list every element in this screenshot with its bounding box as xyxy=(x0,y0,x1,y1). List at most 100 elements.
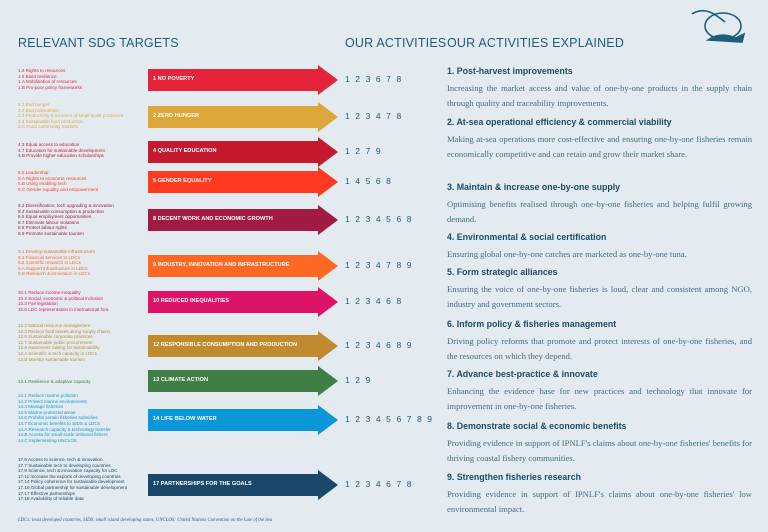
goal-label: 8 DECENT WORK AND ECONOMIC GROWTH xyxy=(153,216,273,222)
goal-arrow xyxy=(148,405,338,435)
target-list: 12.2 Natural resource management 12.3 Red… xyxy=(18,323,146,362)
target: 12.A Scientific & tech capacity in LDCs xyxy=(18,350,97,356)
activity-item: 6. Inform policy & fisheries management D… xyxy=(447,319,752,363)
goal-label: 4 QUALITY EDUCATION xyxy=(153,148,217,154)
target: 5.A Rights to economic resources xyxy=(18,175,87,181)
target: 14.5 Marine protected areas xyxy=(18,409,76,415)
target: 14.C Implementing UNCLOS xyxy=(18,437,77,443)
activity-body: Driving policy reforms that promote and … xyxy=(447,336,752,361)
activity-numbers: 1 2 3 4 7 8 9 xyxy=(345,260,414,270)
activity-numbers: 1 2 3 4 6 8 xyxy=(345,296,403,306)
activity-item: 7. Advance best-practice & innovate Enhan… xyxy=(447,369,752,413)
target: 9.3 Financial services to LDCs xyxy=(18,254,81,260)
activity-title: 7. Advance best-practice & innovate xyxy=(447,369,598,379)
activity-item: 9. Strengthen fisheries research Providin… xyxy=(447,472,752,516)
target: 9.1 Develop sustainable infrastructure xyxy=(18,249,96,254)
target: 12.2 Natural resource management xyxy=(18,323,91,328)
target: 1.B Pro-poor policy frameworks xyxy=(18,84,83,90)
target-list: 1.4 Rights to resources 1.5 Build resilie… xyxy=(18,68,146,90)
target: 14.7 Economic benefits to SIDS & LDCs xyxy=(18,420,100,426)
activity-item: 3. Maintain & increase one-by-one supply… xyxy=(447,182,752,226)
logo xyxy=(691,9,746,43)
activity-numbers: 1 2 3 4 6 8 9 xyxy=(345,340,414,350)
target: 17.14 Policy coherence for sustainable d… xyxy=(18,479,125,485)
goal-label: 14 LIFE BELOW WATER xyxy=(153,416,217,422)
target: 9.5 Scientific research in LDCs xyxy=(18,260,81,266)
activity-body: Ensuring the voice of one-by-one fisheri… xyxy=(447,284,752,309)
goal-arrow xyxy=(148,102,338,132)
activity-body: Providing evidence in support of IPNLF's… xyxy=(447,489,752,514)
target: 17.8 Science, tech & innovation capacity… xyxy=(18,468,118,474)
activities-title: OUR ACTIVITIES xyxy=(345,36,447,50)
goal-arrow xyxy=(148,137,338,167)
target: 2.C Food commodity markets xyxy=(18,124,78,130)
target: 12.6 Sustainable corporate practices xyxy=(18,334,93,340)
target: 4.B Provide higher education scholarship… xyxy=(18,153,104,159)
activity-title: 5. Form strategic alliances xyxy=(447,267,558,277)
activity-body: Making at-sea operations more cost-effec… xyxy=(447,134,752,159)
target: 14.1 Reduce marine pollution xyxy=(18,393,78,398)
target-list: 5.5 Leadership 5.A Rights to economic res… xyxy=(18,170,146,192)
target: 10.6 LDC representation in international… xyxy=(18,306,109,312)
target: 8.8 Protect labour rights xyxy=(18,225,67,231)
target: 17.16 Global partnership for sustainable… xyxy=(18,484,128,490)
activity-body: Providing evidence in support of IPNLF's… xyxy=(447,438,753,463)
target: 10.3 Fair legislation xyxy=(18,301,58,307)
footnote: LDCs: least developed countries, SIDS: s… xyxy=(18,518,273,523)
goal-label: 10 REDUCED INEQUALITIES xyxy=(153,298,230,304)
target-list: 14.1 Reduce marine pollution 14.2 Protect… xyxy=(18,393,146,443)
goal-label: 2 ZERO HUNGER xyxy=(153,113,199,119)
goal-arrow xyxy=(148,167,338,197)
target-list: 9.1 Develop sustainable infrastructure 9.… xyxy=(18,249,146,277)
activity-item: 1. Post-harvest improvements Increasing t… xyxy=(447,66,752,110)
target: 12.8 Awareness raising for sustainabilit… xyxy=(18,345,100,351)
activity-numbers: 1 2 9 xyxy=(345,375,372,385)
target: 14.2 Protect marine environments xyxy=(18,398,87,404)
activity-title: 1. Post-harvest improvements xyxy=(447,66,573,76)
target: 12.3 Reduce food losses along supply cha… xyxy=(18,328,111,334)
target: 1.A Mobilisation of resources xyxy=(18,79,77,85)
activity-numbers: 1 2 3 6 7 8 xyxy=(345,74,403,84)
target: 14.4 Manage fisheries xyxy=(18,404,64,410)
goal-label: 13 CLIMATE ACTION xyxy=(153,377,209,383)
target-list: 17.6 Access to science, tech & innovatio… xyxy=(18,457,146,502)
target: 17.11 Increase the exports of developing… xyxy=(18,473,121,479)
activity-numbers: 1 2 3 4 6 7 8 xyxy=(345,479,414,489)
goal-label: 5 GENDER EQUALITY xyxy=(153,178,212,184)
target: 14.A Research capacity & technology tran… xyxy=(18,426,111,432)
activity-numbers: 1 2 3 4 7 8 xyxy=(345,111,403,121)
goal-arrow xyxy=(148,470,338,500)
target: 13.1 Resilience & adaptive capacity xyxy=(18,379,91,384)
target: 8.5 Equal employment opportunities xyxy=(18,214,92,220)
explained-title: OUR ACTIVITIES EXPLAINED xyxy=(447,36,625,50)
goal-arrow xyxy=(148,287,338,317)
target: 17.18 Availability of reliable data xyxy=(18,496,84,502)
target: 5.C Gender equality and empowerment xyxy=(18,186,99,192)
activity-numbers: 1 2 3 4 5 6 8 xyxy=(345,214,414,224)
goal-arrow xyxy=(148,205,338,235)
activity-numbers: 1 2 3 4 5 6 7 8 9 xyxy=(345,414,434,424)
target: 2.1 End hunger xyxy=(18,102,50,107)
target: 1.5 Build resilience xyxy=(18,73,57,79)
activity-item: 2. At-sea operational efficiency & comme… xyxy=(447,117,752,161)
target: 8.2 Diversification, tech upgrading & in… xyxy=(18,203,114,208)
target: 17.7 Sustainable tech to developing coun… xyxy=(18,462,111,468)
target-list: 8.2 Diversification, tech upgrading & in… xyxy=(18,203,146,237)
target: 9.B Research & innovation in LDCs xyxy=(18,271,91,277)
target-list: 4.3 Equal access to education 4.7 Educati… xyxy=(18,142,146,159)
target: 2.2 End malnutrition xyxy=(18,107,59,113)
target: 8.4 Sustainable consumption & production xyxy=(18,208,105,214)
activity-title: 4. Environmental & social certification xyxy=(447,232,607,242)
goal-label: 9 INDUSTRY, INNOVATION AND INFRASTRUCTUR… xyxy=(153,262,290,268)
target-list: 10.1 Reduce income inequality 10.2 Social… xyxy=(18,290,146,312)
target: 17.17 Effective partnerships xyxy=(18,490,75,496)
target: 8.9 Promote sustainable tourism xyxy=(18,230,84,236)
activity-body: Enhancing the evidence base for new prac… xyxy=(447,386,752,411)
target: 12.B Monitor sustainable tourism xyxy=(18,356,85,362)
activity-body: Optimising benefits realised through one… xyxy=(447,199,752,224)
activity-title: 2. At-sea operational efficiency & comme… xyxy=(447,117,672,127)
target-list: 13.1 Resilience & adaptive capacity xyxy=(18,379,146,385)
target-list: 2.1 End hunger 2.2 End malnutrition 2.3 Pr… xyxy=(18,102,146,130)
